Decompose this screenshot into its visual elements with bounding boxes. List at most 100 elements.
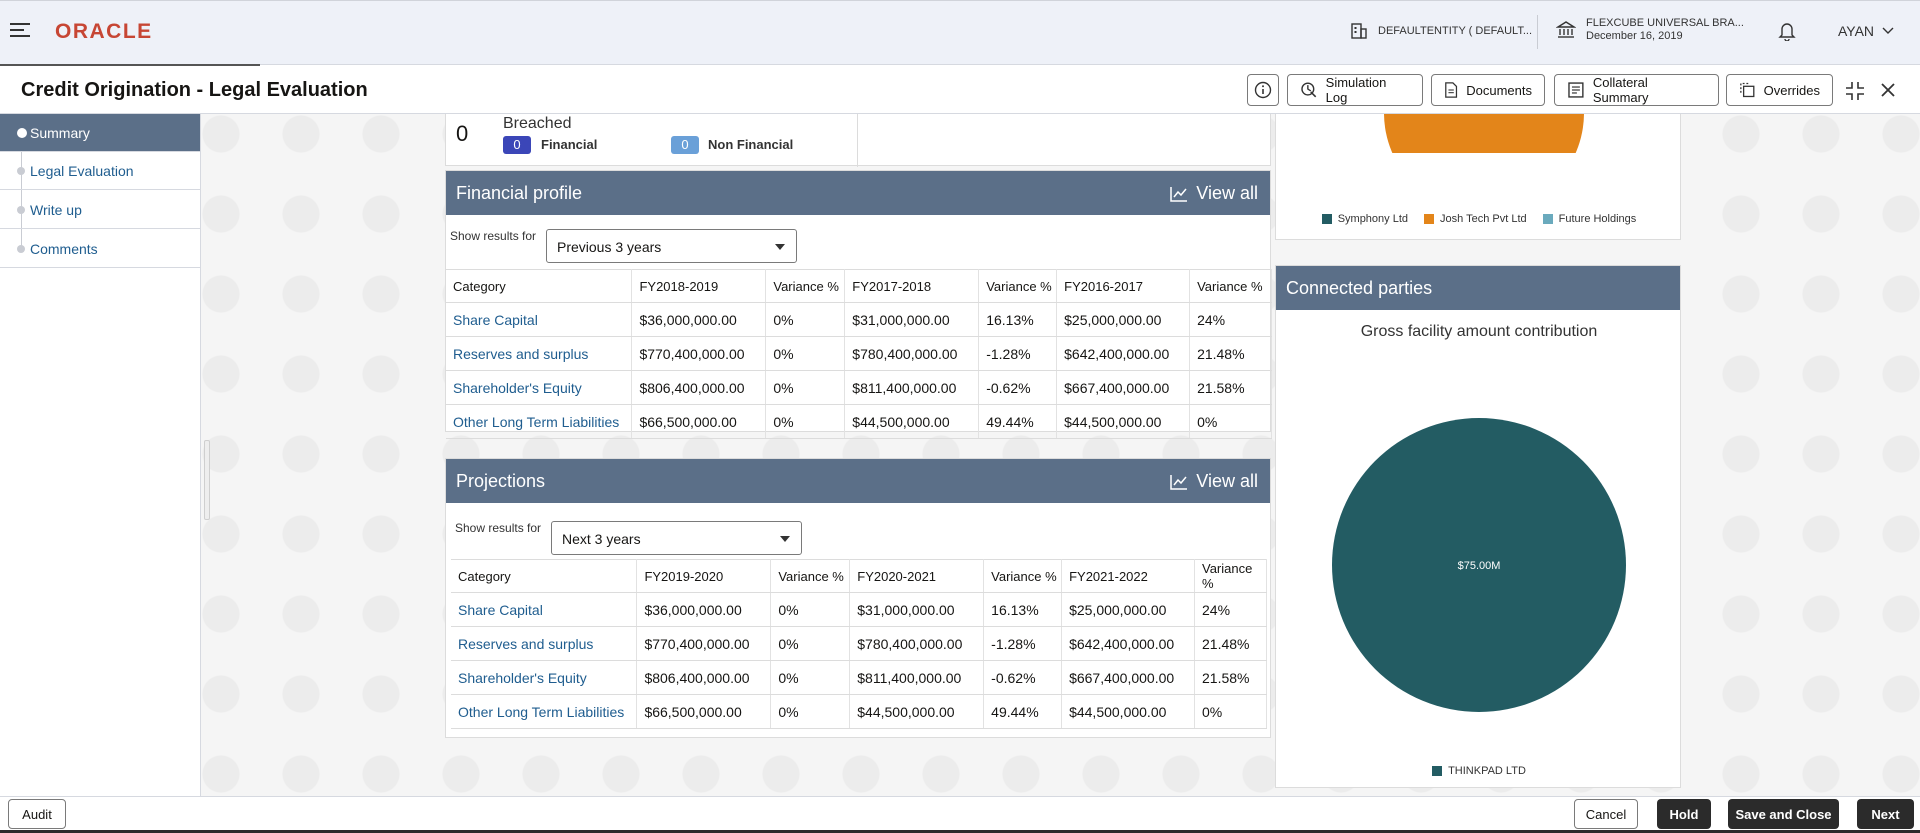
column-header: Variance % [765,269,846,303]
audit-button[interactable]: Audit [8,799,66,829]
simulation-log-button[interactable]: Simulation Log [1287,74,1423,106]
table-cell: 16.13% [978,302,1058,337]
table-cell: 0% [770,694,851,729]
table-cell: 0% [1189,404,1272,439]
simulation-log-label: Simulation Log [1325,75,1387,105]
table-cell: $44,500,000.00 [1056,404,1191,439]
main-content[interactable]: 0 Breached 0 Financial 0 Non Financial F… [201,114,1920,796]
category-link[interactable]: Share Capital [451,592,638,627]
financial-label: Financial [541,137,598,152]
table-cell: $44,500,000.00 [849,694,985,729]
nav-item-legal-evaluation[interactable]: Legal Evaluation [0,152,200,190]
hold-button[interactable]: Hold [1657,799,1711,829]
branch-name: FLEXCUBE UNIVERSAL BRA... [1586,17,1744,29]
category-link[interactable]: Other Long Term Liabilities [446,404,633,439]
breach-count: 0 [456,121,469,146]
cancel-button[interactable]: Cancel [1574,799,1638,829]
table-cell: -1.28% [978,336,1058,371]
connected-parties-card: Connected parties Gross facility amount … [1275,265,1681,788]
info-button[interactable] [1247,74,1279,106]
legend-label: Josh Tech Pvt Ltd [1440,213,1527,225]
table-cell: $25,000,000.00 [1056,302,1191,337]
entity-selector[interactable]: DEFAULTENTITY ( DEFAULT... [1350,22,1532,40]
category-link[interactable]: Reserves and surplus [446,336,633,371]
user-menu[interactable]: AYAN [1838,23,1894,39]
nav-item-label: Legal Evaluation [30,163,134,179]
category-link[interactable]: Shareholder's Equity [451,660,638,695]
line-chart-icon [1170,474,1188,490]
notification-bell-icon[interactable] [1778,21,1796,41]
table-row: Reserves and surplus $770,400,000.00 0% … [451,626,1267,661]
period-select-value: Next 3 years [562,531,641,547]
close-icon[interactable] [1879,81,1897,99]
category-link[interactable]: Shareholder's Equity [446,370,633,405]
table-cell: 0% [770,592,851,627]
documents-label: Documents [1466,82,1532,98]
table-header-row: Category FY2019-2020 Variance % FY2020-2… [451,559,1267,593]
category-link[interactable]: Other Long Term Liabilities [451,694,638,729]
active-tab-indicator [0,64,260,66]
nav-step-dot [17,128,27,138]
table-cell: $36,000,000.00 [631,302,767,337]
table-cell: $31,000,000.00 [849,592,985,627]
financial-profile-title: Financial profile [456,183,583,203]
period-select[interactable]: Next 3 years [551,521,802,555]
projections-view-all[interactable]: View all [1170,471,1258,492]
table-cell: 24% [1194,592,1267,627]
column-header: FY2017-2018 [844,269,980,303]
next-button[interactable]: Next [1857,799,1914,829]
left-navigation: Summary Legal Evaluation Write up Commen… [0,114,201,796]
pie-data-label: $75.00M [1458,560,1501,572]
breach-label: Breached [503,115,572,132]
column-header: FY2020-2021 [849,559,985,593]
hamburger-menu-icon[interactable] [10,23,30,39]
documents-button[interactable]: Documents [1431,74,1545,106]
table-cell: 0% [765,336,846,371]
pie-slice[interactable] [1332,418,1626,712]
table-cell: 21.58% [1189,370,1272,405]
table-cell: -0.62% [978,370,1058,405]
branch-selector[interactable]: FLEXCUBE UNIVERSAL BRA... December 16, 2… [1556,17,1744,43]
document-icon [1445,82,1458,98]
legend-swatch [1542,214,1553,224]
breach-card: 0 Breached 0 Financial 0 Non Financial [445,114,1271,167]
footer-bar: Audit Cancel Hold Save and Close Next [0,796,1920,833]
legend-item: Josh Tech Pvt Ltd [1424,213,1527,225]
category-link[interactable]: Share Capital [446,302,633,337]
exposure-pie-card: Symphony Ltd Josh Tech Pvt Ltd Future Ho… [1275,114,1681,240]
table-cell: $31,000,000.00 [844,302,980,337]
nav-item-write-up[interactable]: Write up [0,191,200,229]
table-cell: $66,500,000.00 [631,404,767,439]
period-select-value: Previous 3 years [557,239,662,255]
category-link[interactable]: Reserves and surplus [451,626,638,661]
page-title: Credit Origination - Legal Evaluation [21,79,368,101]
nav-item-label: Summary [30,125,90,141]
table-cell: $667,400,000.00 [1056,370,1191,405]
table-cell: 0% [765,404,846,439]
save-and-close-button[interactable]: Save and Close [1728,799,1839,829]
table-cell: $780,400,000.00 [849,626,985,661]
table-cell: $642,400,000.00 [1061,626,1195,661]
collapse-icon[interactable] [1845,81,1865,101]
nav-item-comments[interactable]: Comments [0,230,200,268]
table-cell: $811,400,000.00 [849,660,985,695]
nav-timeline [21,132,22,250]
table-cell: $806,400,000.00 [631,370,767,405]
overrides-icon [1740,82,1755,98]
pane-resize-handle[interactable] [204,440,210,520]
column-header: Variance % [983,559,1063,593]
legend-swatch [1321,214,1332,224]
overrides-button[interactable]: Overrides [1726,74,1833,106]
column-header: Variance % [1194,559,1267,593]
show-results-label: Show results for [455,521,542,535]
caret-down-icon [775,244,785,250]
collateral-summary-button[interactable]: Collateral Summary [1554,74,1719,106]
period-select[interactable]: Previous 3 years [546,229,797,263]
financial-profile-view-all[interactable]: View all [1170,183,1258,204]
connected-parties-legend: THINKPAD LTD [1276,765,1682,777]
building-icon [1351,23,1367,39]
nav-item-summary[interactable]: Summary [0,114,200,152]
table-cell: 16.13% [983,592,1063,627]
projections-table: Category FY2019-2020 Variance % FY2020-2… [451,559,1267,729]
table-row: Shareholder's Equity $806,400,000.00 0% … [451,660,1267,695]
